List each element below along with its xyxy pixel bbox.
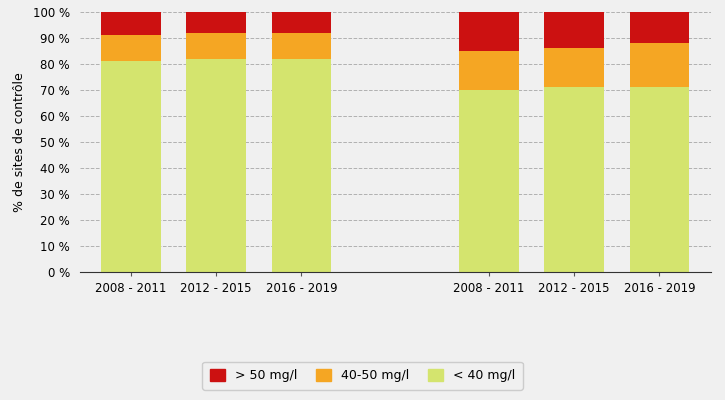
Bar [544,48,604,87]
Bar [186,12,246,33]
Bar [629,43,689,87]
Bar [544,87,604,272]
Bar [101,61,161,272]
Bar [101,35,161,61]
Y-axis label: % de sites de contrôle: % de sites de contrôle [13,72,26,212]
Bar [186,59,246,272]
Bar [629,12,689,43]
Bar [186,33,246,59]
Bar [272,33,331,59]
Bar [101,12,161,35]
Bar [459,90,518,272]
Bar [629,87,689,272]
Bar [272,12,331,33]
Bar [459,51,518,90]
Bar [272,59,331,272]
Bar [459,12,518,51]
Bar [544,12,604,48]
Legend: > 50 mg/l, 40-50 mg/l, < 40 mg/l: > 50 mg/l, 40-50 mg/l, < 40 mg/l [202,362,523,390]
